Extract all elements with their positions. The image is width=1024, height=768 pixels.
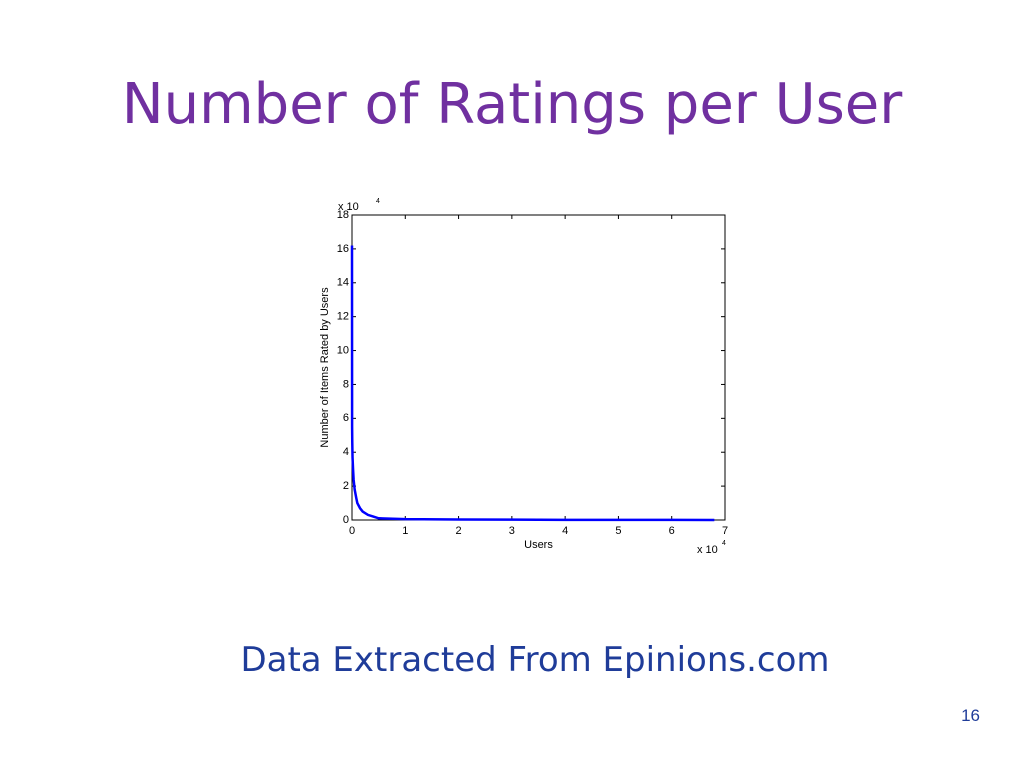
y-tick-label: 12 xyxy=(337,311,349,323)
x-tick-label: 1 xyxy=(402,525,408,537)
x-tick-label: 0 xyxy=(349,525,355,537)
y-tick-label: 10 xyxy=(337,344,349,356)
y-tick-label: 14 xyxy=(337,277,349,289)
x-tick-label: 5 xyxy=(615,525,621,537)
x-axis-label: Users xyxy=(524,539,553,551)
data-line xyxy=(350,245,715,522)
y-multiplier-exp: 4 xyxy=(376,198,380,205)
page-number: 16 xyxy=(961,706,980,725)
caption: Data Extracted From Epinions.com xyxy=(240,640,830,680)
plot-area xyxy=(351,214,726,521)
y-tick-label: 2 xyxy=(343,480,349,492)
x-tick-label: 7 xyxy=(722,525,728,537)
x-tick-label: 2 xyxy=(456,525,462,537)
y-tick-label: 18 xyxy=(337,209,349,221)
y-tick-label: 16 xyxy=(337,243,349,255)
x-tick-label: 3 xyxy=(509,525,515,537)
x-multiplier: x 10 xyxy=(697,544,718,556)
slide-title: Number of Ratings per User xyxy=(121,72,903,137)
x-tick-label: 6 xyxy=(669,525,675,537)
y-tick-label: 4 xyxy=(343,446,349,458)
x-multiplier-exp: 4 xyxy=(722,540,726,547)
x-tick-label: 4 xyxy=(562,525,568,537)
y-tick-label: 8 xyxy=(343,378,349,390)
y-multiplier: x 10 xyxy=(338,201,359,213)
y-tick-label: 0 xyxy=(343,514,349,526)
y-tick-label: 6 xyxy=(343,412,349,424)
y-axis-label: Number of Items Rated by Users xyxy=(319,287,331,448)
